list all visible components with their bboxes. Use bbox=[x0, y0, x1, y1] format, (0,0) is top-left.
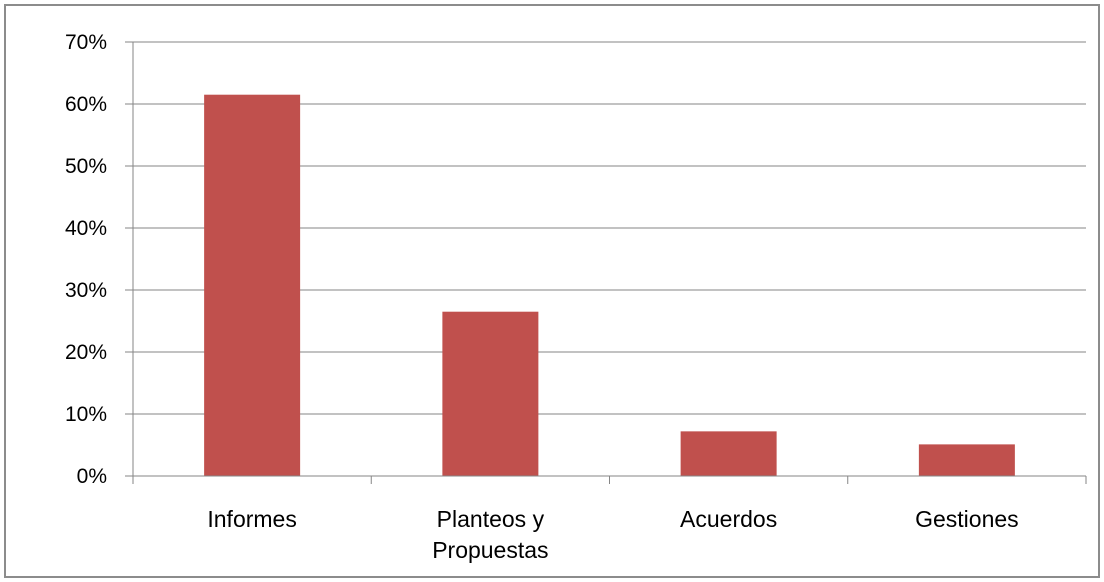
x-tick-label: Informes bbox=[207, 506, 296, 532]
y-tick-label: 40% bbox=[65, 217, 107, 240]
bar bbox=[680, 431, 777, 476]
x-tick-labels: Informes Planteos y Propuestas Acuerdos Gest… bbox=[207, 506, 1018, 563]
y-tick-labels: 0% 10% 20% 30% 40% 50% 60% 70% bbox=[65, 31, 107, 488]
bar bbox=[204, 94, 301, 476]
y-tick-label: 30% bbox=[65, 279, 107, 302]
bars bbox=[204, 94, 1015, 476]
y-tick-label: 20% bbox=[65, 341, 107, 364]
chart-frame bbox=[4, 4, 1100, 578]
y-tick-label: 60% bbox=[65, 93, 107, 116]
x-tick-label: Acuerdos bbox=[680, 506, 777, 532]
y-tick-label: 50% bbox=[65, 155, 107, 178]
y-tick-label: 0% bbox=[77, 465, 107, 488]
x-tick-label: Planteos y bbox=[437, 506, 545, 532]
x-tick-label: Propuestas bbox=[432, 537, 548, 563]
y-tick-label: 70% bbox=[65, 31, 107, 54]
bar bbox=[918, 444, 1015, 476]
x-tick-label: Gestiones bbox=[915, 506, 1019, 532]
y-tick-label: 10% bbox=[65, 403, 107, 426]
axes bbox=[125, 41, 1087, 484]
bar bbox=[442, 311, 539, 476]
